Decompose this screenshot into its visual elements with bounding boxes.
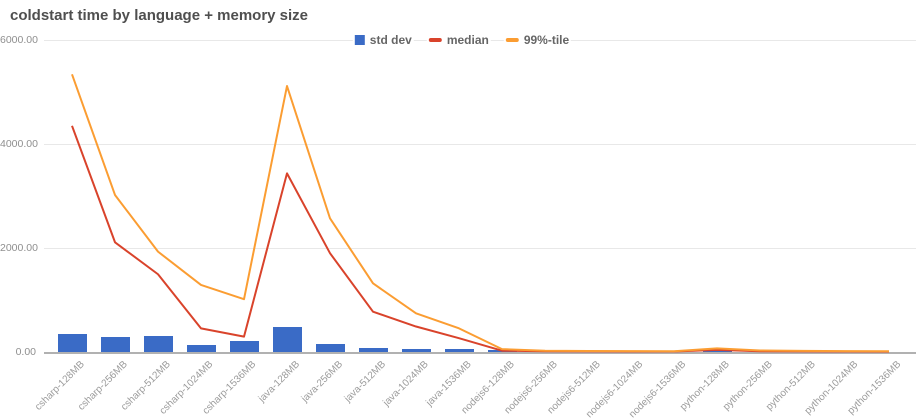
y-axis-tick-label: 0.00 [0,346,36,358]
legend-item-median: median [427,33,491,47]
x-axis-label: java-256MB [299,359,345,405]
y-axis-tick-label: 2000.00 [0,242,36,254]
legend: std dev median 99%-tile [353,33,571,47]
99-tile-series-marker-icon [506,38,519,42]
x-axis-label: java-1024MB [381,359,430,408]
legend-item-99-tile: 99%-tile [504,33,571,47]
bar-csharp-1536MB [230,341,259,352]
bar-csharp-256MB [101,337,130,352]
legend-label: std dev [370,33,412,47]
bar-csharp-512MB [144,336,173,352]
bar-java-256MB [316,344,345,352]
std-dev-series-marker-icon [355,35,365,45]
median-series-marker-icon [429,38,442,42]
y-axis-tick-label: 4000.00 [0,138,36,150]
gridline [44,144,916,145]
bar-csharp-1024MB [187,345,216,352]
bar-csharp-128MB [58,334,87,352]
legend-label: 99%-tile [524,33,569,47]
99%-tile-line [72,74,889,351]
chart-title: coldstart time by language + memory size [10,7,308,24]
legend-item-std-dev: std dev [353,33,414,47]
median-line [72,126,889,352]
gridline [44,248,916,249]
x-axis-baseline [44,352,916,354]
legend-label: median [447,33,489,47]
x-axis-label: java-128MB [256,359,302,405]
x-axis-label: java-512MB [342,359,388,405]
bar-java-128MB [273,327,302,352]
y-axis-tick-label: 6000.00 [0,34,36,46]
